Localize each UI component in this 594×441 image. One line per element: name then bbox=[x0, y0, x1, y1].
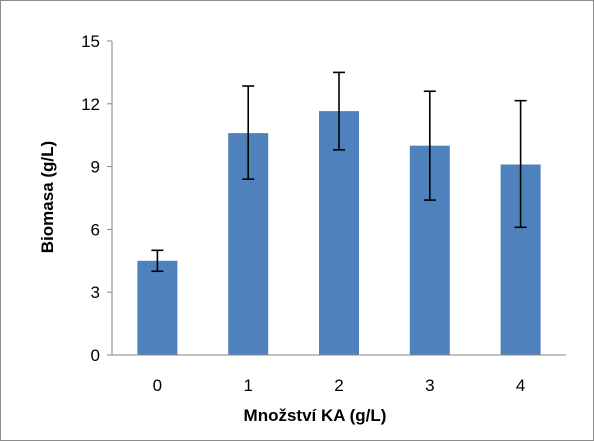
y-tick-label: 15 bbox=[81, 32, 100, 51]
bar bbox=[137, 260, 178, 355]
x-tick-label: 3 bbox=[425, 376, 434, 395]
bar bbox=[319, 111, 359, 355]
x-tick-label: 2 bbox=[334, 376, 343, 395]
y-tick-label: 6 bbox=[91, 220, 100, 239]
x-tick-label: 4 bbox=[516, 376, 525, 395]
y-tick-label: 0 bbox=[91, 346, 100, 365]
x-tick-label: 1 bbox=[243, 376, 252, 395]
y-tick-label: 3 bbox=[91, 283, 100, 302]
y-tick-label: 12 bbox=[81, 95, 100, 114]
x-tick-label: 0 bbox=[153, 376, 162, 395]
y-tick-label: 9 bbox=[91, 158, 100, 177]
y-axis-title: Biomasa (g/L) bbox=[38, 141, 57, 253]
x-axis-title: Množství KA (g/L) bbox=[244, 406, 387, 425]
